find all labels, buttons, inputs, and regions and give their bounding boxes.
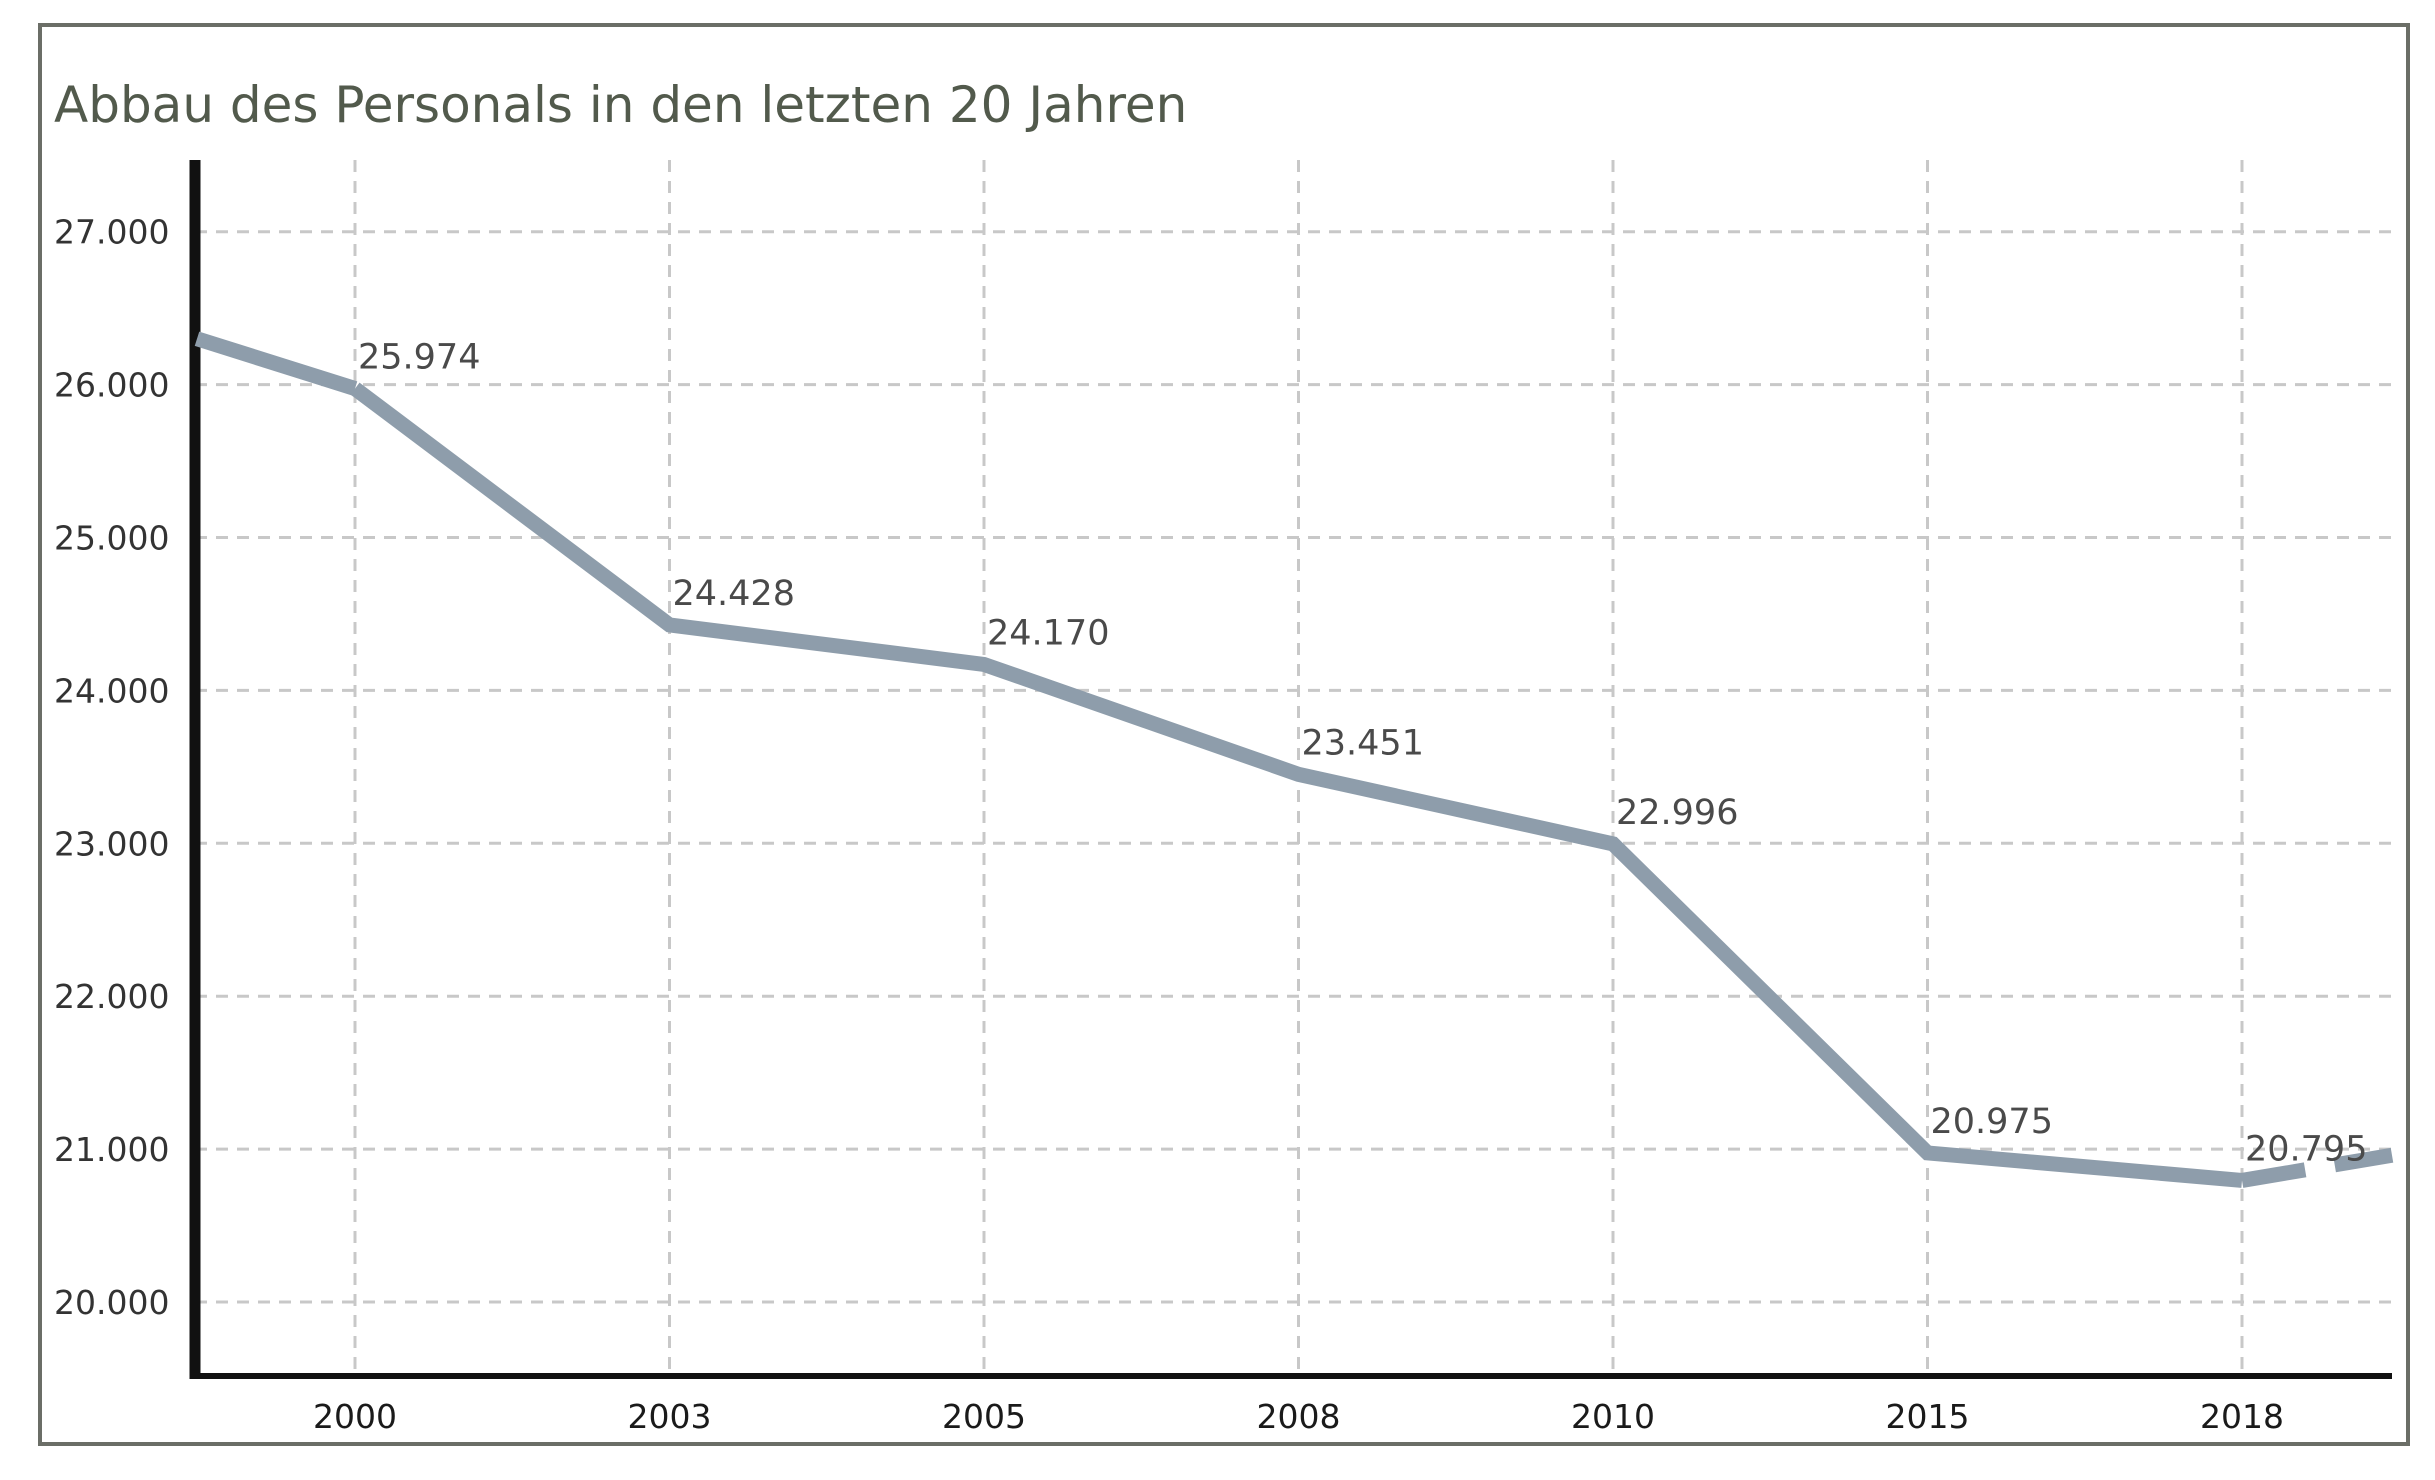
x-tick-label: 2008 [1257,1397,1341,1436]
y-tick-label: 21.000 [54,1130,169,1169]
y-tick-label: 26.000 [54,366,169,405]
data-label: 20.975 [1931,1102,2053,1142]
series-line [350,382,2243,1188]
data-label: 25.974 [358,338,480,378]
x-tick-label: 2000 [313,1397,397,1436]
x-tick-label: 2010 [1571,1397,1655,1436]
chart-title: Abbau des Personals in den letzten 20 Ja… [54,76,1188,134]
chart-frame [38,23,2410,1446]
x-tick-label: 2003 [628,1397,712,1436]
x-tick-label: 2018 [2200,1397,2284,1436]
y-tick-label: 22.000 [54,977,169,1016]
data-label: 23.451 [1302,723,1424,763]
y-tick-label: 27.000 [54,213,169,252]
y-tick-label: 20.000 [54,1283,169,1322]
y-tick-label: 23.000 [54,824,169,863]
data-label: 24.428 [673,574,795,614]
y-tick-label: 24.000 [54,671,169,710]
data-label: 24.170 [987,613,1109,653]
x-tick-label: 2005 [942,1397,1026,1436]
data-label: 20.795 [2245,1129,2367,1169]
x-tick-label: 2015 [1886,1397,1970,1436]
y-tick-label: 25.000 [54,519,169,558]
data-label: 22.996 [1616,793,1738,833]
series-projection-line [2240,1147,2394,1188]
series-line-lead-in [194,331,358,396]
